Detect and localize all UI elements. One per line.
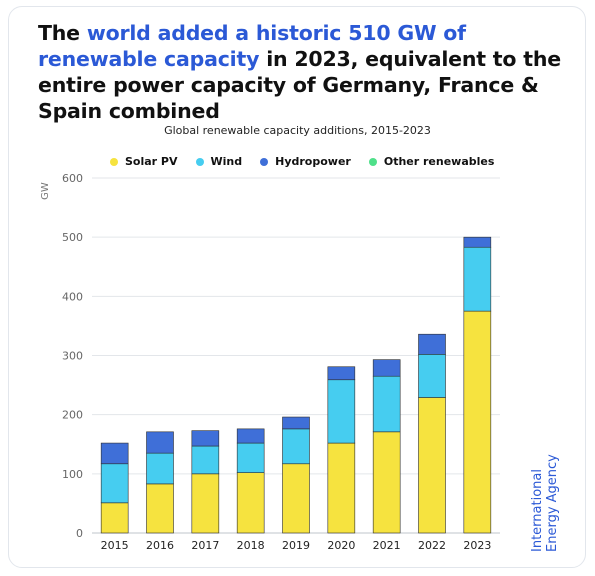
legend-item-wind: Wind <box>195 155 243 168</box>
legend-item-solar: Solar PV <box>110 155 178 168</box>
brand-line-1: International <box>530 469 545 552</box>
bar-segment <box>100 442 129 465</box>
y-tick-label: 600 <box>62 172 83 185</box>
bar-segment <box>463 236 492 248</box>
bar-segment <box>327 366 356 381</box>
y-tick-label: 100 <box>62 468 83 481</box>
bar-segment <box>372 375 401 433</box>
bar-segment <box>236 442 265 473</box>
x-tick-label: 2023 <box>463 539 491 552</box>
legend-item-hydro: Hydropower <box>260 155 351 168</box>
brand-line-2: Energy Agency <box>545 454 560 552</box>
bar-segment <box>418 333 446 355</box>
y-tick-label: 0 <box>76 527 83 540</box>
x-tick-label: 2017 <box>191 539 219 552</box>
x-tick-label: 2021 <box>373 539 401 552</box>
bar-segment <box>282 416 310 430</box>
headline-highlight: world added a historic 510 GW of renewab… <box>38 21 466 71</box>
legend-item-other: Other renewables <box>368 155 495 168</box>
x-tick-label: 2020 <box>327 539 355 552</box>
legend-swatch-hydro <box>260 157 269 166</box>
legend-label-hydro: Hydropower <box>275 155 351 168</box>
bar-segment <box>463 246 492 312</box>
bar-segment <box>418 354 446 398</box>
legend-label-solar: Solar PV <box>125 155 178 168</box>
bar-segment <box>191 430 220 447</box>
y-tick-label: 500 <box>62 231 83 244</box>
x-tick-label: 2019 <box>282 539 310 552</box>
bar-segment <box>327 379 356 444</box>
bar-segment <box>372 359 401 377</box>
chart-legend: Solar PV Wind Hydropower Other renewable… <box>110 155 494 168</box>
bar-segment <box>236 428 265 444</box>
x-tick-label: 2016 <box>146 539 174 552</box>
bar-segment <box>146 452 174 485</box>
bar-segment <box>372 431 401 534</box>
bar-segment <box>100 463 129 504</box>
bar-segment <box>236 472 265 534</box>
bar-segment <box>282 428 310 465</box>
x-tick-label: 2022 <box>418 539 446 552</box>
bar-segment <box>463 310 492 534</box>
legend-swatch-solar <box>110 157 118 166</box>
x-tick-label: 2018 <box>237 539 265 552</box>
bar-segment <box>146 431 174 454</box>
bar-segment <box>146 483 174 534</box>
x-tick-label: 2015 <box>101 539 129 552</box>
iea-logo: International Energy Agency <box>530 432 560 552</box>
y-axis-label: GW <box>40 182 51 200</box>
bar-segment <box>100 502 129 534</box>
headline: The world added a historic 510 GW of ren… <box>38 20 578 124</box>
legend-label-other: Other renewables <box>383 155 495 168</box>
headline-part2: in 2023, equivalent to the entire power … <box>38 47 561 123</box>
chart-title: Global renewable capacity additions, 201… <box>164 124 431 137</box>
y-tick-label: 400 <box>62 290 83 303</box>
y-tick-label: 300 <box>62 350 83 363</box>
legend-swatch-other <box>368 157 377 166</box>
legend-swatch-wind <box>195 157 204 166</box>
bar-segment <box>418 397 446 534</box>
bar-segment <box>191 445 220 475</box>
bar-segment <box>282 463 310 534</box>
legend-label-wind: Wind <box>210 155 243 168</box>
headline-part1: The <box>38 21 87 45</box>
y-tick-label: 200 <box>62 409 83 422</box>
bar-segment <box>327 442 356 534</box>
bar-segment <box>191 473 220 534</box>
